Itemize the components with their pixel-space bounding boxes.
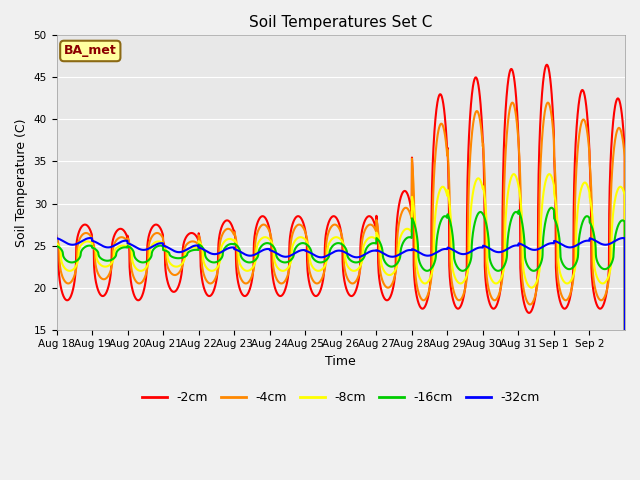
- Legend: -2cm, -4cm, -8cm, -16cm, -32cm: -2cm, -4cm, -8cm, -16cm, -32cm: [136, 386, 545, 409]
- Y-axis label: Soil Temperature (C): Soil Temperature (C): [15, 118, 28, 247]
- Text: BA_met: BA_met: [64, 45, 116, 58]
- Title: Soil Temperatures Set C: Soil Temperatures Set C: [249, 15, 433, 30]
- X-axis label: Time: Time: [325, 355, 356, 368]
